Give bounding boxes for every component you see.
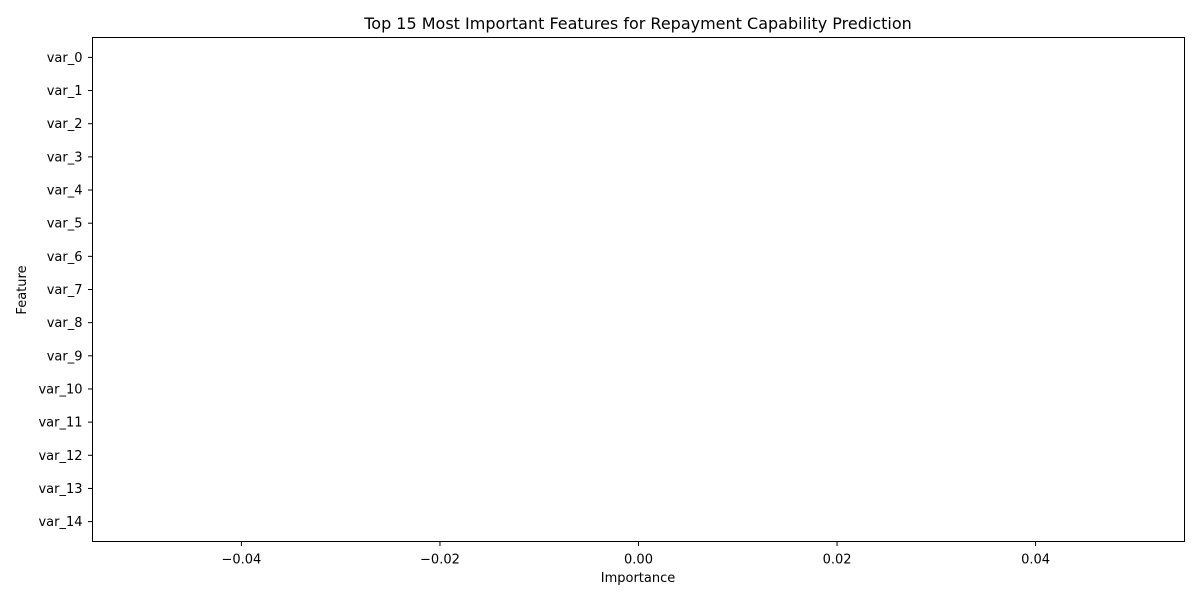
x-tick-label: −0.02 bbox=[420, 553, 460, 568]
x-axis-label: Importance bbox=[601, 571, 676, 586]
y-tick-label: var_14 bbox=[38, 515, 82, 530]
x-tick-label: 0.04 bbox=[1021, 553, 1050, 568]
chart-title: Top 15 Most Important Features for Repay… bbox=[363, 14, 912, 33]
x-tick-label: 0.00 bbox=[624, 553, 653, 568]
y-tick-label: var_10 bbox=[38, 382, 82, 397]
x-tick-label: −0.04 bbox=[221, 553, 261, 568]
y-tick-label: var_2 bbox=[47, 117, 83, 132]
y-tick-label: var_12 bbox=[38, 449, 82, 464]
x-axis-ticks: −0.04 −0.02 0.00 0.02 0.04 bbox=[221, 541, 1050, 568]
y-tick-label: var_11 bbox=[38, 416, 82, 431]
y-axis-label: Feature bbox=[15, 265, 30, 314]
y-tick-label: var_8 bbox=[47, 316, 83, 331]
y-tick-label: var_5 bbox=[47, 217, 83, 232]
y-tick-label: var_3 bbox=[47, 150, 83, 165]
y-tick-label: var_7 bbox=[47, 283, 83, 298]
y-tick-label: var_9 bbox=[47, 349, 83, 364]
plot-area-frame bbox=[92, 37, 1185, 542]
x-tick-label: 0.02 bbox=[823, 553, 852, 568]
y-tick-label: var_4 bbox=[47, 184, 83, 199]
y-tick-label: var_13 bbox=[38, 482, 82, 497]
y-tick-label: var_0 bbox=[47, 51, 83, 66]
y-tick-label: var_1 bbox=[47, 84, 83, 99]
y-axis-ticks: var_0 var_1 var_2 var_3 var_4 var_5 var_6 var_7… bbox=[38, 51, 93, 530]
y-tick-label: var_6 bbox=[47, 250, 83, 265]
